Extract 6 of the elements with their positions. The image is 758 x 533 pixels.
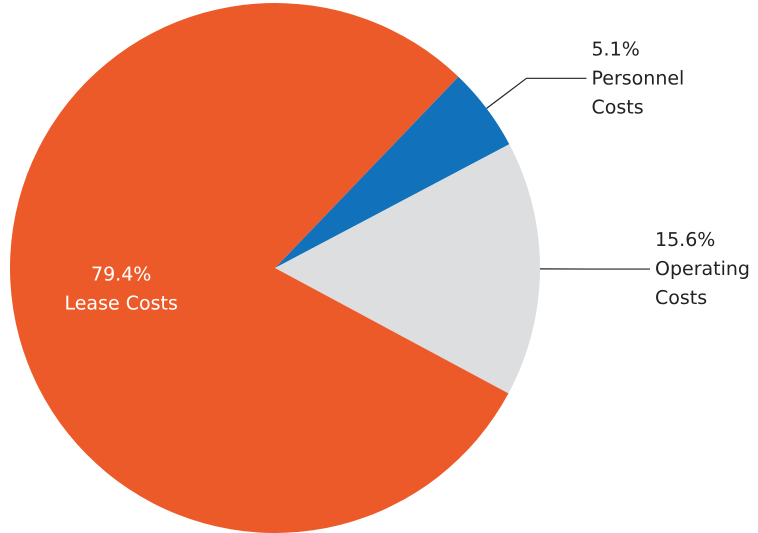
data-label: 79.4% [90,264,152,286]
data-label: 5.1% [591,38,640,60]
slice-label: Operating Costs [655,258,756,310]
slice-label: Lease Costs [64,292,178,315]
data-label: 15.6% [655,229,716,252]
slice-label: Personnel Costs [591,67,690,118]
